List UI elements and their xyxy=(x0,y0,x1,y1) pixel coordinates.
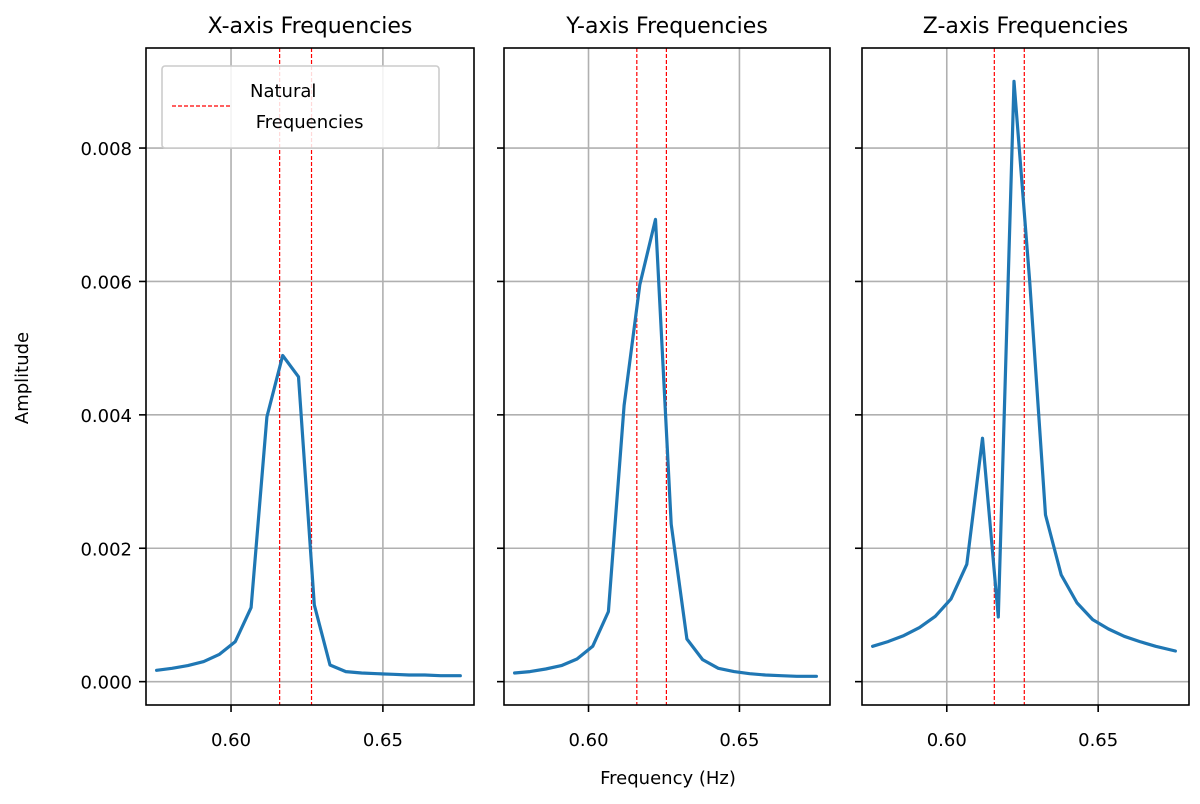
y-tick-label: 0.008 xyxy=(80,139,132,160)
x-tick-label: 0.65 xyxy=(1078,730,1118,751)
axes-frame xyxy=(861,47,1190,706)
amplitude-series-line xyxy=(155,353,462,678)
panel-3 xyxy=(855,47,1190,712)
legend-box xyxy=(161,65,440,149)
y-tick-label: 0.002 xyxy=(80,539,132,560)
panel-1 xyxy=(139,47,475,712)
amplitude-series-line xyxy=(870,79,1178,653)
y-tick-label: 0.006 xyxy=(80,272,132,293)
panel-title: Z-axis Frequencies xyxy=(923,14,1128,39)
panel-title: Y-axis Frequencies xyxy=(565,14,768,39)
legend xyxy=(161,65,440,149)
x-tick-label: 0.60 xyxy=(211,730,251,751)
x-tick-label: 0.60 xyxy=(927,730,967,751)
panel-title: X-axis Frequencies xyxy=(208,14,413,39)
x-tick-label: 0.65 xyxy=(363,730,403,751)
x-tick-label: 0.60 xyxy=(568,730,608,751)
x-axis-label: Frequency (Hz) xyxy=(600,768,736,789)
x-tick-label: 0.65 xyxy=(719,730,759,751)
y-axis-label: Amplitude xyxy=(12,332,33,424)
panel-2 xyxy=(497,47,831,712)
y-tick-label: 0.000 xyxy=(80,673,132,694)
axes-frame xyxy=(145,47,475,706)
amplitude-series-line xyxy=(512,217,819,678)
legend-label-line2: Frequencies xyxy=(250,112,364,133)
legend-label-line1: Natural xyxy=(250,81,316,102)
axes-frame xyxy=(503,47,831,706)
y-tick-label: 0.004 xyxy=(80,406,132,427)
